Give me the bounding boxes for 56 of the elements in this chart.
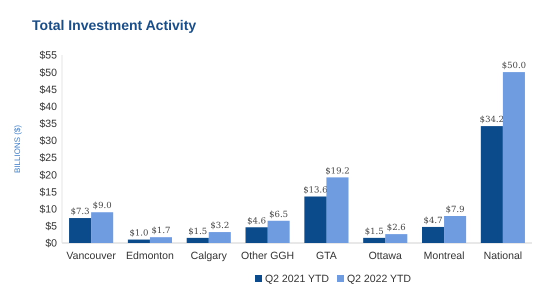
bar [502, 72, 525, 243]
x-tick-label: Other GGH [241, 250, 294, 262]
legend-label: Q2 2021 YTD [265, 273, 330, 285]
bar [246, 227, 268, 243]
legend-label: Q2 2022 YTD [347, 273, 412, 285]
data-label: $1.5 [364, 226, 384, 237]
data-label: $6.5 [269, 210, 288, 220]
data-label: $7.9 [446, 204, 465, 215]
y-tick-label: $25 [39, 152, 58, 164]
chart-title: Total Investment Activity [32, 17, 196, 33]
y-tick-label: $15 [39, 186, 58, 198]
bar [91, 212, 114, 243]
x-tick-label: National [484, 250, 522, 262]
bar [444, 216, 466, 243]
data-label: $50.0 [502, 61, 526, 72]
bar [480, 126, 503, 243]
x-tick-label: Ottawa [368, 250, 402, 262]
bar [208, 232, 231, 243]
x-tick-label: Montreal [424, 250, 464, 262]
x-tick-label: Vancouver [66, 250, 116, 262]
y-axis-title: BILLIONS ($) [13, 124, 22, 174]
data-label: $4.6 [247, 216, 266, 226]
data-label: $2.6 [386, 223, 406, 234]
data-label: $1.7 [152, 226, 170, 236]
bar [326, 177, 348, 243]
bar [304, 196, 326, 243]
x-tick-label: Calgary [190, 250, 228, 262]
bar [363, 238, 386, 243]
bar [268, 220, 290, 243]
data-label: $19.2 [325, 166, 350, 176]
y-tick-label: $40 [39, 100, 58, 113]
data-label: $4.7 [424, 216, 442, 226]
x-tick-label: Edmonton [126, 250, 174, 262]
data-label: $13.6 [303, 186, 328, 196]
bar [186, 238, 209, 243]
data-label: $3.2 [210, 221, 230, 232]
y-tick-label: $55 [39, 50, 58, 62]
bar [385, 234, 408, 243]
bar [128, 240, 150, 243]
y-tick-label: $30 [39, 135, 58, 148]
data-label: $7.3 [70, 207, 90, 218]
data-label: $1.0 [129, 228, 148, 239]
y-tick-label: $45 [39, 84, 58, 96]
y-tick-label: $35 [39, 118, 58, 130]
x-tick-label: GTA [316, 250, 337, 262]
y-tick-label: $10 [39, 203, 58, 216]
bar [422, 226, 444, 243]
bar [69, 218, 92, 243]
y-tick-label: $5 [45, 220, 58, 233]
y-tick-label: $0 [45, 238, 58, 250]
bar [150, 237, 172, 243]
data-label: $9.0 [92, 201, 112, 212]
y-tick-label: $20 [39, 169, 58, 182]
data-label: $34.2 [480, 115, 504, 126]
y-tick-label: $50 [39, 66, 58, 79]
data-label: $1.5 [188, 226, 208, 237]
